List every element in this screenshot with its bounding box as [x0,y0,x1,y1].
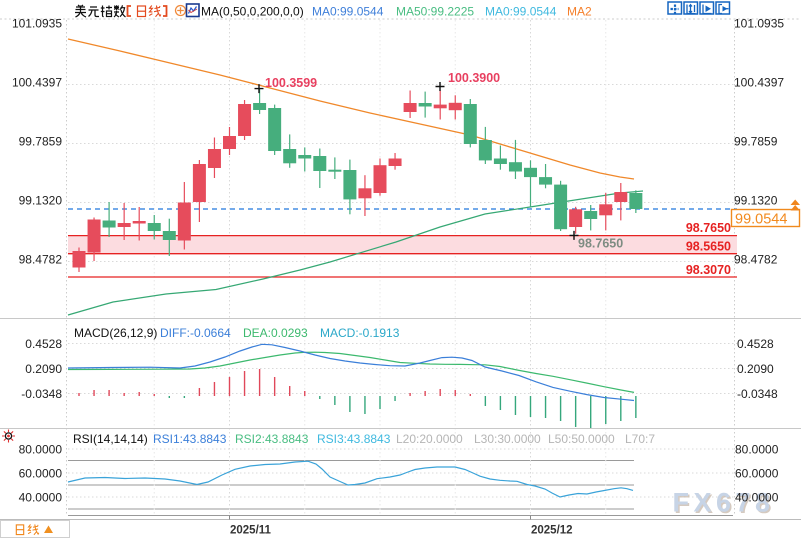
svg-text:99.1320: 99.1320 [734,194,778,208]
svg-text:99.1320: 99.1320 [19,194,63,208]
svg-text:101.0935: 101.0935 [12,17,62,31]
svg-text:0.2090: 0.2090 [737,362,774,376]
svg-text:99.7859: 99.7859 [734,135,778,149]
svg-text:MACD(26,12,9): MACD(26,12,9) [74,326,157,340]
svg-text:100.4397: 100.4397 [12,76,62,90]
svg-text:98.5650: 98.5650 [686,240,731,254]
svg-text:99.0544: 99.0544 [735,212,787,228]
svg-text:RSI1:43.8843: RSI1:43.8843 [153,432,227,446]
svg-text:RSI3:43.8843: RSI3:43.8843 [317,432,391,446]
svg-text:RSI(14,14,14): RSI(14,14,14) [73,432,148,446]
svg-text:60.0000: 60.0000 [19,467,63,481]
svg-text:DIFF:-0.0664: DIFF:-0.0664 [160,326,231,340]
svg-text:80.0000: 80.0000 [19,443,63,457]
svg-text:101.0935: 101.0935 [734,17,784,31]
svg-text:MACD:-0.1913: MACD:-0.1913 [320,326,400,340]
svg-text:L70:7: L70:7 [625,432,655,446]
svg-text:100.3599: 100.3599 [265,76,317,90]
svg-text:FX678: FX678 [673,488,775,518]
svg-text:40.0000: 40.0000 [735,491,779,505]
svg-text:FX678: FX678 [674,489,776,519]
svg-text:-0.0348: -0.0348 [21,387,62,401]
svg-text:100.3900: 100.3900 [448,71,500,85]
svg-text:0.2090: 0.2090 [25,362,62,376]
svg-text:MA50:99.2225: MA50:99.2225 [396,5,474,19]
svg-text:99.7859: 99.7859 [19,135,63,149]
svg-text:MA0:99.0544: MA0:99.0544 [485,5,557,19]
svg-text:DEA:0.0293: DEA:0.0293 [243,326,308,340]
svg-text:MA(0,50,0,200,0,0): MA(0,50,0,200,0,0) [201,5,304,19]
svg-text:L50:50.0000: L50:50.0000 [548,432,615,446]
svg-text:RSI2:43.8843: RSI2:43.8843 [235,432,309,446]
svg-text:80.0000: 80.0000 [735,443,779,457]
svg-text:98.4782: 98.4782 [19,253,63,267]
svg-text:98.7650: 98.7650 [578,237,623,251]
svg-text:100.4397: 100.4397 [734,76,784,90]
svg-text:40.0000: 40.0000 [19,491,63,505]
svg-text:L20:20.0000: L20:20.0000 [396,432,463,446]
svg-text:-0.0348: -0.0348 [737,387,778,401]
svg-text:98.4782: 98.4782 [734,253,778,267]
svg-text:98.3070: 98.3070 [686,263,731,277]
svg-text:L30:30.0000: L30:30.0000 [474,432,541,446]
svg-text:2025/11: 2025/11 [230,525,272,537]
svg-text:0.4528: 0.4528 [737,337,774,351]
svg-text:0.4528: 0.4528 [25,337,62,351]
svg-text:98.7650: 98.7650 [686,221,731,235]
svg-text:60.0000: 60.0000 [735,467,779,481]
svg-text:MA2: MA2 [567,5,592,19]
svg-text:MA0:99.0544: MA0:99.0544 [312,5,384,19]
svg-text:2025/12: 2025/12 [531,525,573,537]
